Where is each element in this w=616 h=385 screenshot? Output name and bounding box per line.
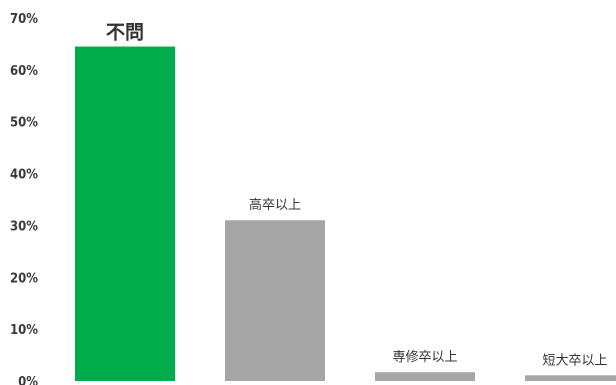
y-tick-label: 40% bbox=[10, 168, 38, 183]
bar-label-1: 高卒以上 bbox=[249, 197, 301, 213]
bar-label-2: 専修卒以上 bbox=[392, 350, 457, 365]
bar-3 bbox=[525, 375, 616, 381]
y-tick-label: 20% bbox=[10, 271, 38, 286]
y-tick-label: 0% bbox=[18, 375, 38, 385]
y-tick-label: 10% bbox=[10, 323, 38, 338]
bars bbox=[75, 46, 616, 382]
bar-0 bbox=[75, 46, 175, 382]
y-tick-label: 70% bbox=[10, 12, 38, 27]
bar-label-3: 短大卒以上 bbox=[542, 353, 607, 368]
bar-2 bbox=[375, 372, 475, 381]
y-tick-label: 30% bbox=[10, 219, 38, 234]
y-tick-label: 60% bbox=[10, 64, 38, 79]
bar-1 bbox=[225, 220, 325, 381]
y-tick-label: 50% bbox=[10, 116, 38, 131]
y-axis: 0% 10% 20% 30% 40% 50% 60% 70% bbox=[10, 12, 38, 385]
bar-label-0: 不問 bbox=[106, 22, 144, 44]
